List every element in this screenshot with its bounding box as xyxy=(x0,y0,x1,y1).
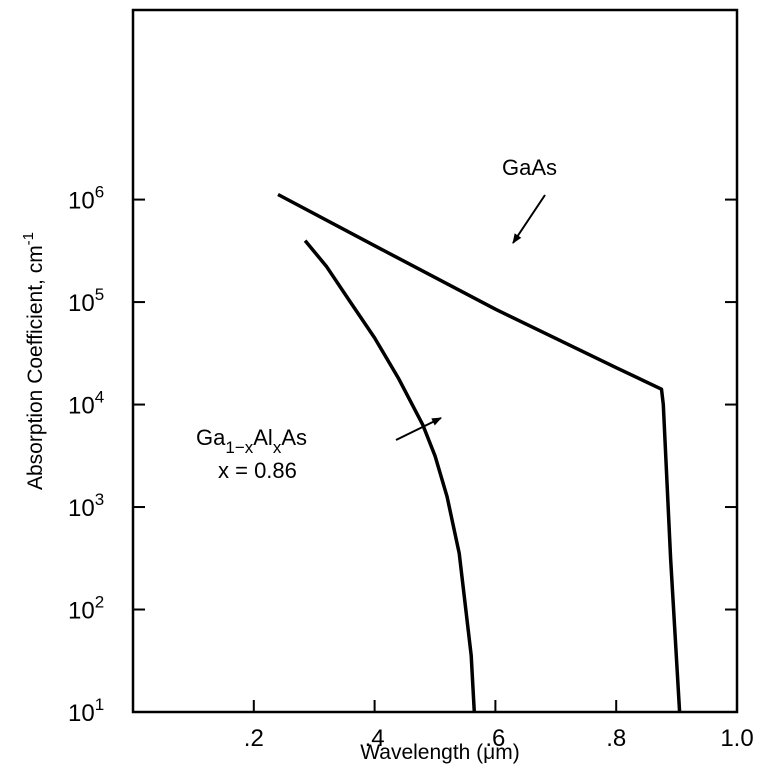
y-tick-label: 101 xyxy=(68,695,104,727)
annotation-gaalas-composition: x = 0.86 xyxy=(218,458,297,483)
y-axis-label: Absorption Coefficient, cm-1 xyxy=(20,232,47,490)
x-tick-label: .4 xyxy=(365,725,385,752)
annotation-gaalas-label: Ga1−xAlxAs xyxy=(196,425,307,457)
annotation-gaas-label: GaAs xyxy=(502,155,557,180)
series-gaas-line xyxy=(277,192,682,713)
x-axis-ticks: .2 .4 .6 .8 1.0 xyxy=(244,700,754,752)
y-tick-label: 106 xyxy=(68,183,104,215)
y-axis-ticks: 101 102 103 104 105 106 xyxy=(68,183,737,727)
y-tick-label: 105 xyxy=(68,285,104,317)
annotation-gaalas-arrow xyxy=(395,417,442,441)
annotation-gaas-arrow xyxy=(512,194,546,244)
y-tick-label: 104 xyxy=(68,388,104,420)
series-layer xyxy=(277,192,682,713)
annotation-gaalas: Ga1−xAlxAs x = 0.86 xyxy=(196,417,442,483)
x-tick-label: .6 xyxy=(485,725,505,752)
y-tick-label: 103 xyxy=(68,490,104,522)
series-gaalas-line xyxy=(303,239,477,713)
x-tick-label: 1.0 xyxy=(720,725,753,752)
annotation-gaas: GaAs xyxy=(502,155,557,244)
plot-frame xyxy=(131,8,739,714)
y-tick-label: 102 xyxy=(68,593,104,625)
x-tick-label: .8 xyxy=(606,725,626,752)
x-tick-label: .2 xyxy=(244,725,264,752)
x-axis-label: Wavelength (μm) xyxy=(360,741,520,764)
